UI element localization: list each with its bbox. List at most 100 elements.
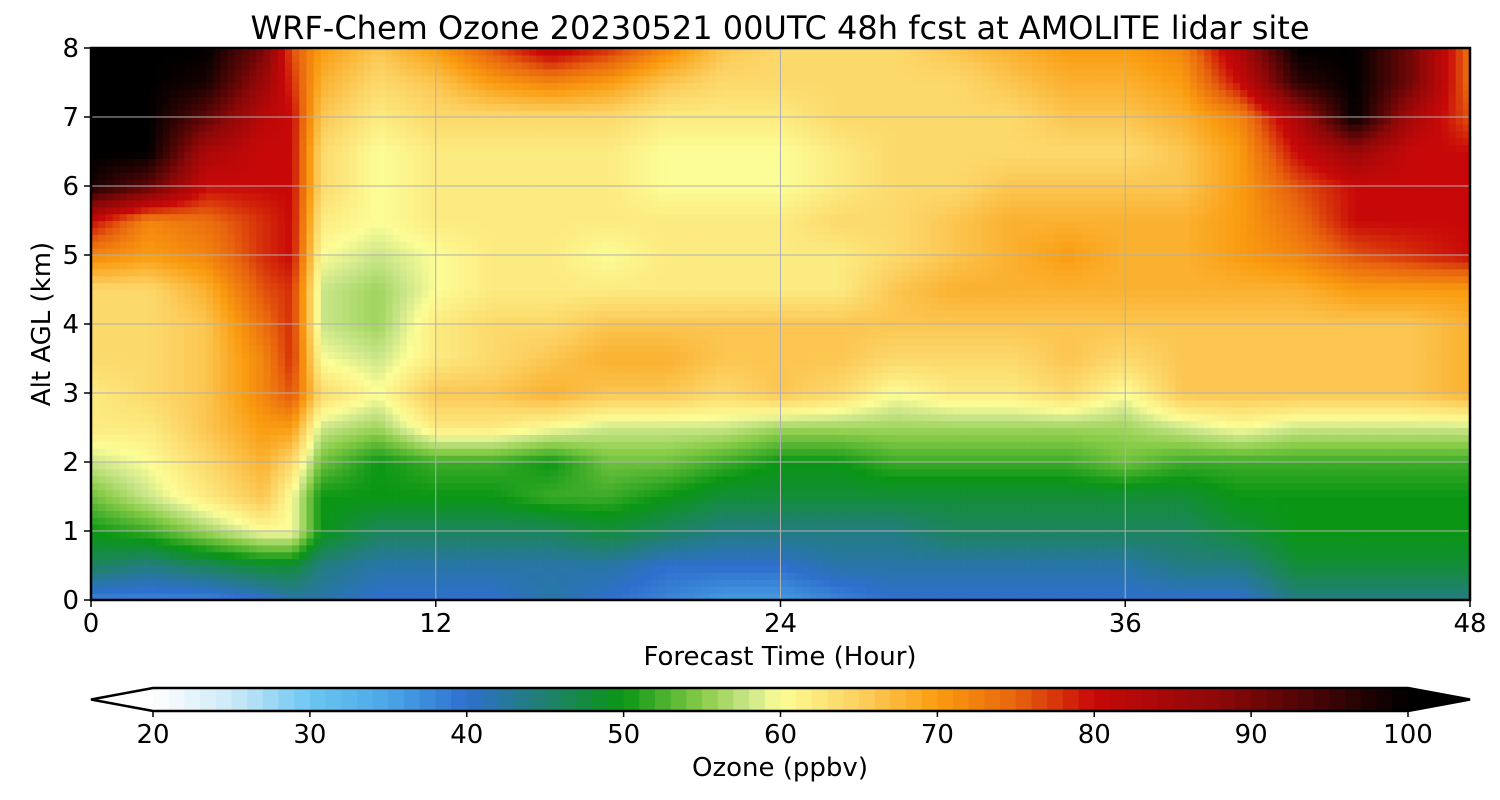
heatmap-cell <box>1053 566 1061 574</box>
heatmap-cell <box>953 559 961 567</box>
heatmap-cell <box>1405 579 1413 587</box>
heatmap-cell <box>299 538 307 546</box>
heatmap-cell <box>903 545 911 553</box>
heatmap-cell <box>651 545 659 553</box>
heatmap-cell <box>1233 524 1241 532</box>
heatmap-cell <box>1341 510 1349 518</box>
heatmap-cell <box>1125 517 1133 525</box>
heatmap-cell <box>479 421 487 429</box>
heatmap-cell <box>1211 428 1219 436</box>
heatmap-cell <box>931 531 939 539</box>
heatmap-cell <box>622 579 630 587</box>
heatmap-cell <box>845 441 853 449</box>
heatmap-cell <box>371 559 379 567</box>
heatmap-cell <box>809 448 817 456</box>
heatmap-cell <box>105 586 113 594</box>
heatmap-cell <box>917 428 925 436</box>
heatmap-cell <box>1269 490 1277 498</box>
heatmap-cell <box>1003 483 1011 491</box>
heatmap-cell <box>515 448 523 456</box>
heatmap-cell <box>1140 455 1148 463</box>
heatmap-cell <box>939 531 947 539</box>
heatmap-cell <box>1290 572 1298 580</box>
heatmap-cell <box>824 503 832 511</box>
heatmap-cell <box>148 552 156 560</box>
heatmap-cell <box>1276 428 1284 436</box>
heatmap-cell <box>1290 538 1298 546</box>
heatmap-cell <box>177 462 185 470</box>
heatmap-cell <box>1240 434 1248 442</box>
heatmap-cell <box>1204 476 1212 484</box>
heatmap-cell <box>852 428 860 436</box>
heatmap-cell <box>795 510 803 518</box>
heatmap-cell <box>881 552 889 560</box>
heatmap-cell <box>917 455 925 463</box>
heatmap-cell <box>1075 434 1083 442</box>
heatmap-cell <box>285 531 293 539</box>
heatmap-cell <box>328 531 336 539</box>
heatmap-cell <box>895 490 903 498</box>
heatmap-cell <box>809 503 817 511</box>
heatmap-cell <box>630 469 638 477</box>
heatmap-cell <box>472 441 480 449</box>
heatmap-cell <box>148 566 156 574</box>
heatmap-cell <box>1448 566 1456 574</box>
heatmap-cell <box>860 510 868 518</box>
heatmap-cell <box>134 434 142 442</box>
heatmap-cell <box>816 462 824 470</box>
heatmap-cell <box>508 572 516 580</box>
heatmap-cell <box>1226 476 1234 484</box>
heatmap-cell <box>1061 497 1069 505</box>
heatmap-cell <box>558 421 566 429</box>
heatmap-cell <box>565 524 573 532</box>
heatmap-cell <box>242 469 250 477</box>
heatmap-cell <box>615 483 623 491</box>
heatmap-cell <box>1312 441 1320 449</box>
heatmap-cell <box>1168 545 1176 553</box>
heatmap-cell <box>939 545 947 553</box>
heatmap-cell <box>759 517 767 525</box>
heatmap-cell <box>766 524 774 532</box>
heatmap-cell <box>134 441 142 449</box>
heatmap-cell <box>242 483 250 491</box>
heatmap-cell <box>314 490 322 498</box>
heatmap-cell <box>436 586 444 594</box>
heatmap-cell <box>551 517 559 525</box>
heatmap-cell <box>148 490 156 498</box>
heatmap-cell <box>464 517 472 525</box>
heatmap-cell <box>443 559 451 567</box>
heatmap-cell <box>874 510 882 518</box>
heatmap-cell <box>515 538 523 546</box>
heatmap-cell <box>1355 586 1363 594</box>
heatmap-cell <box>1161 469 1169 477</box>
heatmap-cell <box>1176 476 1184 484</box>
heatmap-cell <box>278 531 286 539</box>
heatmap-cell <box>141 490 149 498</box>
heatmap-cell <box>658 462 666 470</box>
heatmap-cell <box>874 586 882 594</box>
heatmap-cell <box>910 586 918 594</box>
heatmap-cell <box>1025 531 1033 539</box>
heatmap-cell <box>306 490 314 498</box>
heatmap-cell <box>716 572 724 580</box>
heatmap-cell <box>924 441 932 449</box>
heatmap-cell <box>1456 524 1464 532</box>
heatmap-cell <box>400 448 408 456</box>
heatmap-cell <box>608 566 616 574</box>
heatmap-cell <box>967 510 975 518</box>
heatmap-cell <box>680 434 688 442</box>
heatmap-cell <box>1448 455 1456 463</box>
heatmap-cell <box>910 552 918 560</box>
heatmap-cell <box>888 483 896 491</box>
heatmap-cell <box>522 469 530 477</box>
heatmap-cell <box>249 510 257 518</box>
heatmap-cell <box>1168 538 1176 546</box>
heatmap-cell <box>1018 572 1026 580</box>
heatmap-cell <box>529 579 537 587</box>
heatmap-cell <box>845 572 853 580</box>
heatmap-cell <box>1413 469 1421 477</box>
heatmap-cell <box>134 462 142 470</box>
heatmap-cell <box>1312 428 1320 436</box>
heatmap-cell <box>1405 483 1413 491</box>
heatmap-cell <box>371 490 379 498</box>
